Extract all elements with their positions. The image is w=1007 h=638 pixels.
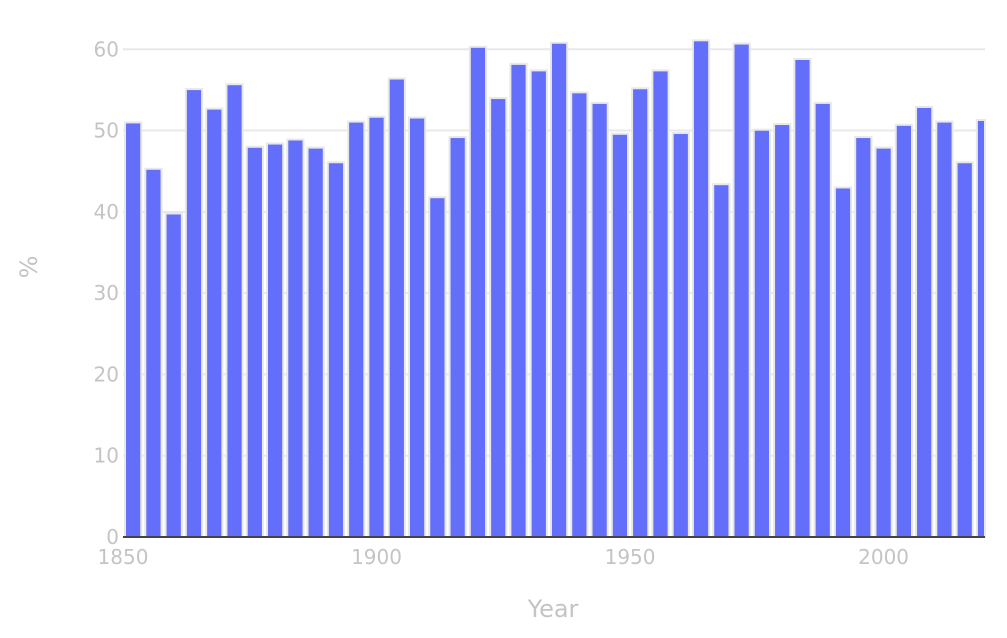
bar[interactable]	[124, 121, 143, 539]
bar[interactable]	[225, 83, 244, 539]
y-tick-label: 10	[94, 444, 119, 468]
bar[interactable]	[144, 167, 163, 538]
bar[interactable]	[428, 196, 447, 538]
bar[interactable]	[874, 146, 893, 538]
x-tick-label: 1850	[98, 545, 149, 569]
bar[interactable]	[549, 41, 569, 538]
x-tick-label: 1900	[351, 545, 402, 569]
bar[interactable]	[671, 131, 690, 538]
bar[interactable]	[854, 136, 873, 539]
bar[interactable]	[590, 101, 609, 539]
y-tick-label: 60	[94, 37, 119, 61]
bar[interactable]	[651, 69, 670, 538]
y-axis-title: %	[15, 256, 43, 279]
bar[interactable]	[184, 88, 204, 538]
y-tick-label: 50	[94, 119, 119, 143]
y-tick-label: 0	[106, 525, 119, 549]
bar[interactable]	[833, 186, 853, 539]
y-tick-label: 20	[94, 362, 119, 386]
bar[interactable]	[367, 115, 386, 538]
bar[interactable]	[773, 123, 792, 538]
bar[interactable]	[752, 128, 772, 539]
bar[interactable]	[407, 116, 427, 539]
bar[interactable]	[245, 145, 264, 538]
bar[interactable]	[975, 118, 987, 538]
bar[interactable]	[732, 42, 751, 538]
bar[interactable]	[509, 62, 528, 539]
bar[interactable]	[205, 107, 224, 538]
y-tick-label: 30	[94, 281, 119, 305]
bar[interactable]	[570, 91, 589, 538]
bar[interactable]	[164, 212, 183, 539]
bar[interactable]	[306, 146, 325, 538]
bar[interactable]	[387, 77, 406, 538]
x-tick-label: 1950	[605, 545, 656, 569]
bar[interactable]	[793, 58, 812, 538]
bar[interactable]	[347, 120, 366, 539]
bar[interactable]	[326, 161, 346, 538]
bar[interactable]	[448, 136, 467, 539]
bar[interactable]	[712, 183, 731, 538]
bars	[124, 39, 987, 539]
bar[interactable]	[813, 101, 832, 539]
x-axis-title: Year	[527, 595, 579, 623]
bar[interactable]	[286, 138, 305, 538]
bar[interactable]	[631, 87, 650, 539]
bar[interactable]	[935, 120, 954, 539]
bar[interactable]	[468, 45, 488, 538]
bar[interactable]	[915, 105, 934, 539]
bar[interactable]	[529, 69, 548, 538]
bar[interactable]	[691, 39, 711, 538]
bar[interactable]	[610, 132, 630, 539]
x-tick-label: 2000	[858, 545, 909, 569]
axes: 0 10 20 30 40 50 60 1850 1900 1950 2000	[94, 37, 985, 569]
bar[interactable]	[955, 161, 974, 538]
bar[interactable]	[489, 97, 508, 538]
bar[interactable]	[894, 123, 913, 538]
y-tick-label: 40	[94, 200, 119, 224]
bar[interactable]	[266, 142, 285, 538]
